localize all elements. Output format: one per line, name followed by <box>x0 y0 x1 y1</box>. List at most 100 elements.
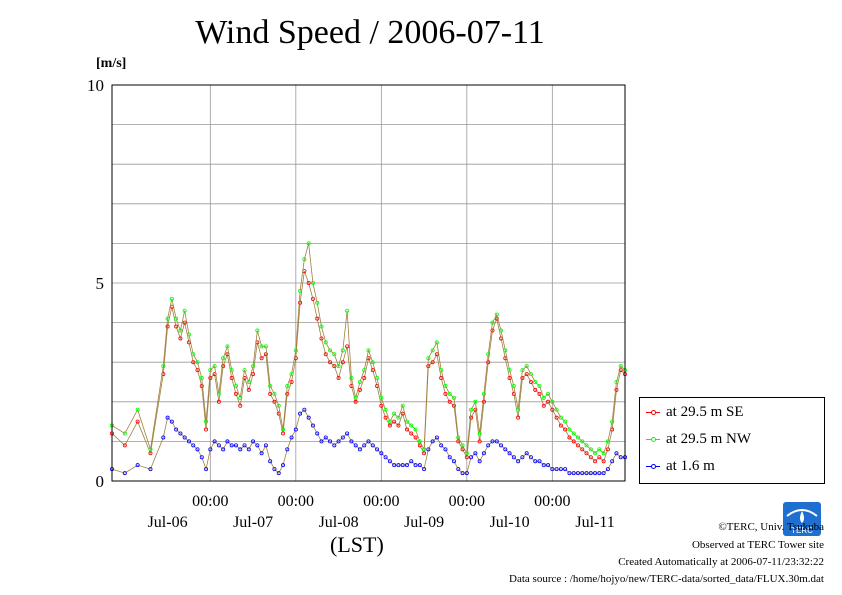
data-point <box>272 467 277 472</box>
data-point <box>328 439 333 444</box>
data-point <box>225 344 230 349</box>
data-point <box>370 368 375 373</box>
data-point <box>439 368 444 373</box>
data-point <box>251 364 256 369</box>
data-point <box>430 360 435 365</box>
data-point <box>464 471 469 476</box>
data-point <box>259 344 264 349</box>
plot-frame <box>111 84 626 482</box>
data-point <box>246 379 251 384</box>
data-point <box>280 427 285 432</box>
data-point <box>285 391 290 396</box>
data-point <box>319 336 324 341</box>
data-point <box>490 320 495 325</box>
data-point <box>204 467 209 472</box>
data-point <box>204 419 209 424</box>
data-point <box>524 451 529 456</box>
data-point <box>477 459 482 464</box>
data-point <box>516 415 521 420</box>
data-point <box>315 300 320 305</box>
data-point <box>404 463 409 468</box>
data-point <box>447 399 452 404</box>
data-point <box>503 348 508 353</box>
data-point <box>528 455 533 460</box>
data-point <box>306 241 311 246</box>
data-point <box>246 447 251 452</box>
data-point <box>430 439 435 444</box>
x-axis-label: (LST) <box>330 532 384 557</box>
data-point <box>400 411 405 416</box>
data-point <box>601 459 606 464</box>
data-point <box>169 296 174 301</box>
y-tick-label: 5 <box>96 274 105 293</box>
data-point <box>528 379 533 384</box>
data-point <box>302 257 307 262</box>
data-point <box>251 372 256 377</box>
data-point <box>310 280 315 285</box>
data-point <box>298 411 303 416</box>
data-point <box>417 443 422 448</box>
data-point <box>298 300 303 305</box>
data-point <box>199 455 204 460</box>
x-tick-time-label: 00:00 <box>363 493 399 510</box>
data-point <box>584 451 589 456</box>
x-tick-time-label: 00:00 <box>534 493 570 510</box>
data-point <box>614 387 619 392</box>
data-point <box>469 455 474 460</box>
y-tick-label: 0 <box>96 472 105 491</box>
data-point <box>306 280 311 285</box>
data-point <box>490 328 495 333</box>
data-point <box>357 379 362 384</box>
data-point <box>507 376 512 381</box>
data-point <box>293 348 298 353</box>
data-point <box>191 352 196 357</box>
data-point <box>375 376 380 381</box>
logo-text: TERC <box>791 526 813 535</box>
data-point <box>336 376 341 381</box>
data-point <box>165 316 170 321</box>
data-point <box>229 368 234 373</box>
data-point <box>208 447 213 452</box>
data-point <box>345 308 350 313</box>
data-point <box>336 364 341 369</box>
data-point <box>443 447 448 452</box>
data-point <box>221 356 226 361</box>
data-point <box>272 399 277 404</box>
data-point <box>276 403 281 408</box>
data-point <box>332 443 337 448</box>
data-point <box>588 455 593 460</box>
data-point <box>199 383 204 388</box>
data-point <box>195 360 200 365</box>
data-point <box>225 439 230 444</box>
data-point <box>614 451 619 456</box>
data-point <box>122 443 127 448</box>
data-point <box>259 356 264 361</box>
data-point <box>520 368 525 373</box>
data-point <box>216 391 221 396</box>
data-point <box>486 352 491 357</box>
data-point <box>469 415 474 420</box>
data-point <box>332 352 337 357</box>
data-point <box>122 431 127 436</box>
data-point <box>610 459 615 464</box>
series-group <box>110 241 628 476</box>
data-point <box>597 471 602 476</box>
legend-item-se: at 29.5 m SE <box>646 404 744 421</box>
data-point <box>353 443 358 448</box>
data-point <box>473 451 478 456</box>
data-point <box>246 387 251 392</box>
data-point <box>195 368 200 373</box>
data-point <box>580 439 585 444</box>
data-point <box>263 344 268 349</box>
data-point <box>400 463 405 468</box>
data-point <box>567 427 572 432</box>
data-point <box>567 435 572 440</box>
data-point <box>178 431 183 436</box>
data-point <box>233 383 238 388</box>
data-point <box>285 447 290 452</box>
data-point <box>135 463 140 468</box>
data-point <box>456 467 461 472</box>
data-point <box>208 368 213 373</box>
data-point <box>186 332 191 337</box>
